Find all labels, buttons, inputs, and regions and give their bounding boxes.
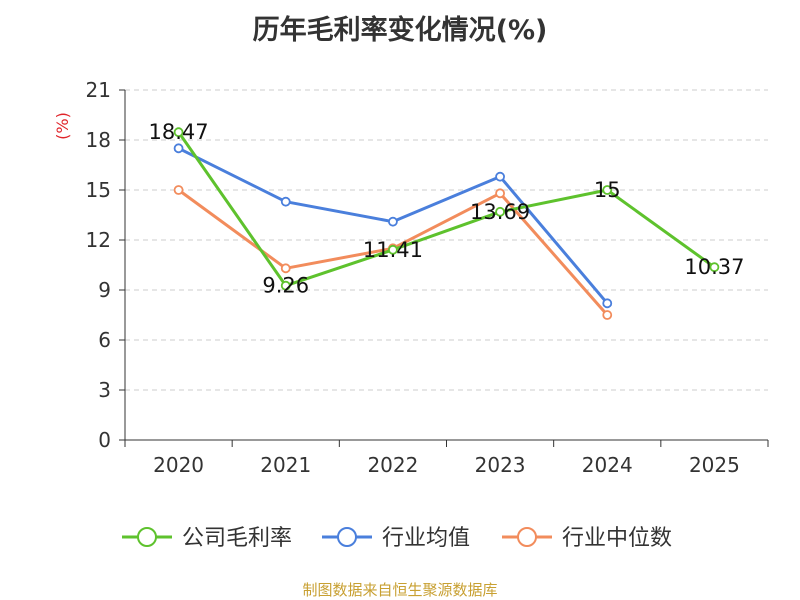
y-tick-label: 21 <box>86 78 111 102</box>
source-note: 制图数据来自恒生聚源数据库 <box>302 581 498 599</box>
axes: 0 3 6 9 12 15 18 21 (%) 2020 2021 2022 2023 2024 2025 <box>53 78 769 477</box>
y-tick-label: 6 <box>98 328 111 352</box>
series-lines <box>173 127 720 320</box>
data-point <box>280 263 291 274</box>
x-tick-label: 2023 <box>475 453 526 477</box>
data-point <box>280 196 291 207</box>
y-tick-label: 9 <box>98 278 111 302</box>
x-tick-label: 2022 <box>367 453 418 477</box>
data-point <box>173 143 184 154</box>
data-point <box>495 206 505 217</box>
legend-marker <box>517 527 537 547</box>
y-tick-label: 3 <box>98 378 111 402</box>
legend-label: 行业均值 <box>382 526 470 551</box>
data-label: 15 <box>594 178 621 202</box>
data-label: 11.41 <box>363 238 423 262</box>
data-point <box>495 188 505 199</box>
y-axis-label: (%) <box>53 112 72 140</box>
y-tick-label: 0 <box>98 428 111 452</box>
x-tick-label: 2021 <box>260 453 311 477</box>
legend-label: 行业中位数 <box>562 526 672 551</box>
data-point <box>280 280 291 291</box>
data-point <box>173 127 184 138</box>
legend-marker <box>337 527 357 547</box>
x-tick-label: 2024 <box>582 453 633 477</box>
y-tick-label: 12 <box>86 228 111 252</box>
data-point <box>495 171 505 182</box>
legend: 公司毛利率 行业均值 行业中位数 <box>122 526 672 551</box>
data-label: 13.69 <box>470 200 530 224</box>
data-point <box>602 298 613 309</box>
data-point <box>388 216 398 227</box>
legend-marker <box>137 527 157 547</box>
data-label: 18.47 <box>149 120 209 144</box>
grid-lines <box>125 89 768 391</box>
data-label: 10.37 <box>684 255 744 279</box>
data-point <box>388 244 398 255</box>
data-point <box>709 262 720 273</box>
chart-title: 历年毛利率变化情况(%) <box>252 15 548 46</box>
data-point <box>602 310 613 320</box>
y-tick-label: 18 <box>86 128 111 152</box>
data-label: 9.26 <box>262 274 309 298</box>
data-labels: 18.47 9.26 11.41 13.69 15 10.37 <box>149 120 745 297</box>
x-tick-label: 2020 <box>153 453 204 477</box>
series-line-0 <box>177 131 716 288</box>
data-point <box>173 185 184 195</box>
data-point <box>602 185 613 195</box>
y-tick-label: 15 <box>86 178 111 202</box>
legend-label: 公司毛利率 <box>182 526 292 551</box>
x-tick-label: 2025 <box>689 453 740 477</box>
